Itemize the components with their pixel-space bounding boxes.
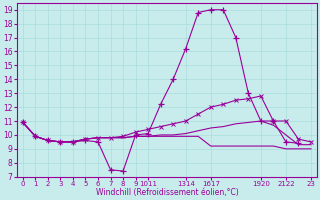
X-axis label: Windchill (Refroidissement éolien,°C): Windchill (Refroidissement éolien,°C) xyxy=(96,188,238,197)
